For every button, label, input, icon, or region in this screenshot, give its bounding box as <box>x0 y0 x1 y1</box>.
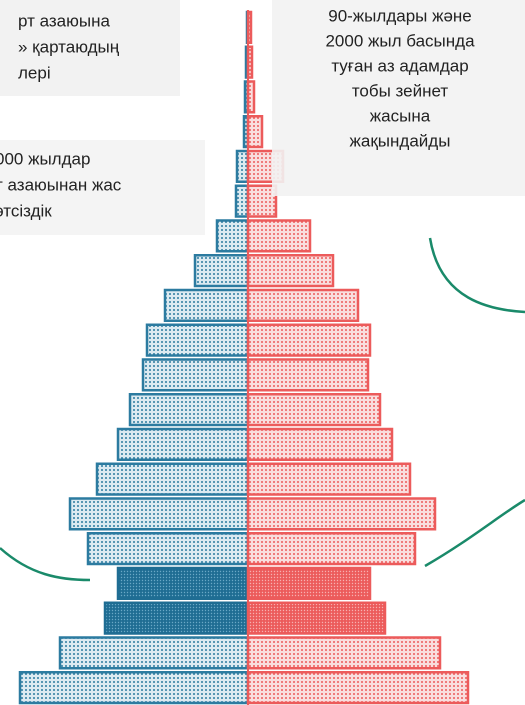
annotation-line: жақындайды <box>350 131 451 150</box>
bar <box>246 393 382 427</box>
connector <box>424 498 525 568</box>
bar <box>246 636 442 670</box>
bar <box>246 601 387 635</box>
annotation-line: » қартаюдың <box>18 37 120 56</box>
annotation-line: 000 жылдар <box>0 149 90 168</box>
annotation-line: тобы зейнет <box>352 81 449 100</box>
annotation-box <box>272 0 525 196</box>
bar <box>246 462 412 496</box>
bars <box>18 10 470 705</box>
connector <box>428 237 525 314</box>
bar <box>95 462 250 496</box>
annotations: рт азаюына » қартаюдың лері 000 жылдар т аза… <box>0 6 475 220</box>
bar <box>116 566 250 600</box>
bar <box>234 184 250 218</box>
bar <box>215 219 250 253</box>
bar <box>141 358 250 392</box>
bar <box>235 149 250 183</box>
bar <box>18 671 250 705</box>
bar <box>246 219 312 253</box>
bar <box>246 497 437 531</box>
bar <box>163 288 250 322</box>
bar <box>246 254 335 288</box>
bar <box>128 393 250 427</box>
annotation-line: 2000 жыл басында <box>325 31 475 50</box>
bar <box>246 115 264 149</box>
connector <box>0 547 91 582</box>
bar <box>68 497 250 531</box>
annotation-line: туған аз адамдар <box>331 56 468 75</box>
bar <box>103 601 250 635</box>
bar <box>246 323 372 357</box>
annotation-line: этсіздік <box>0 201 52 220</box>
bar <box>246 184 278 218</box>
annotation-box <box>0 140 205 235</box>
bar <box>246 427 394 461</box>
annotation-line: 90-жылдары және <box>328 6 472 25</box>
bar <box>246 671 470 705</box>
bar <box>116 427 250 461</box>
bar <box>246 566 372 600</box>
annotation-box <box>0 0 180 96</box>
bar <box>145 323 250 357</box>
bar <box>58 636 250 670</box>
bar <box>246 288 360 322</box>
annotation-line: лері <box>18 63 51 82</box>
bar <box>86 532 250 566</box>
annotation-line: рт азаюына <box>18 11 110 30</box>
bar <box>246 532 417 566</box>
bar <box>193 254 250 288</box>
annotation-line: жасына <box>370 106 431 125</box>
annotation-line: т азаюынан жас <box>0 175 122 194</box>
bar <box>246 358 370 392</box>
